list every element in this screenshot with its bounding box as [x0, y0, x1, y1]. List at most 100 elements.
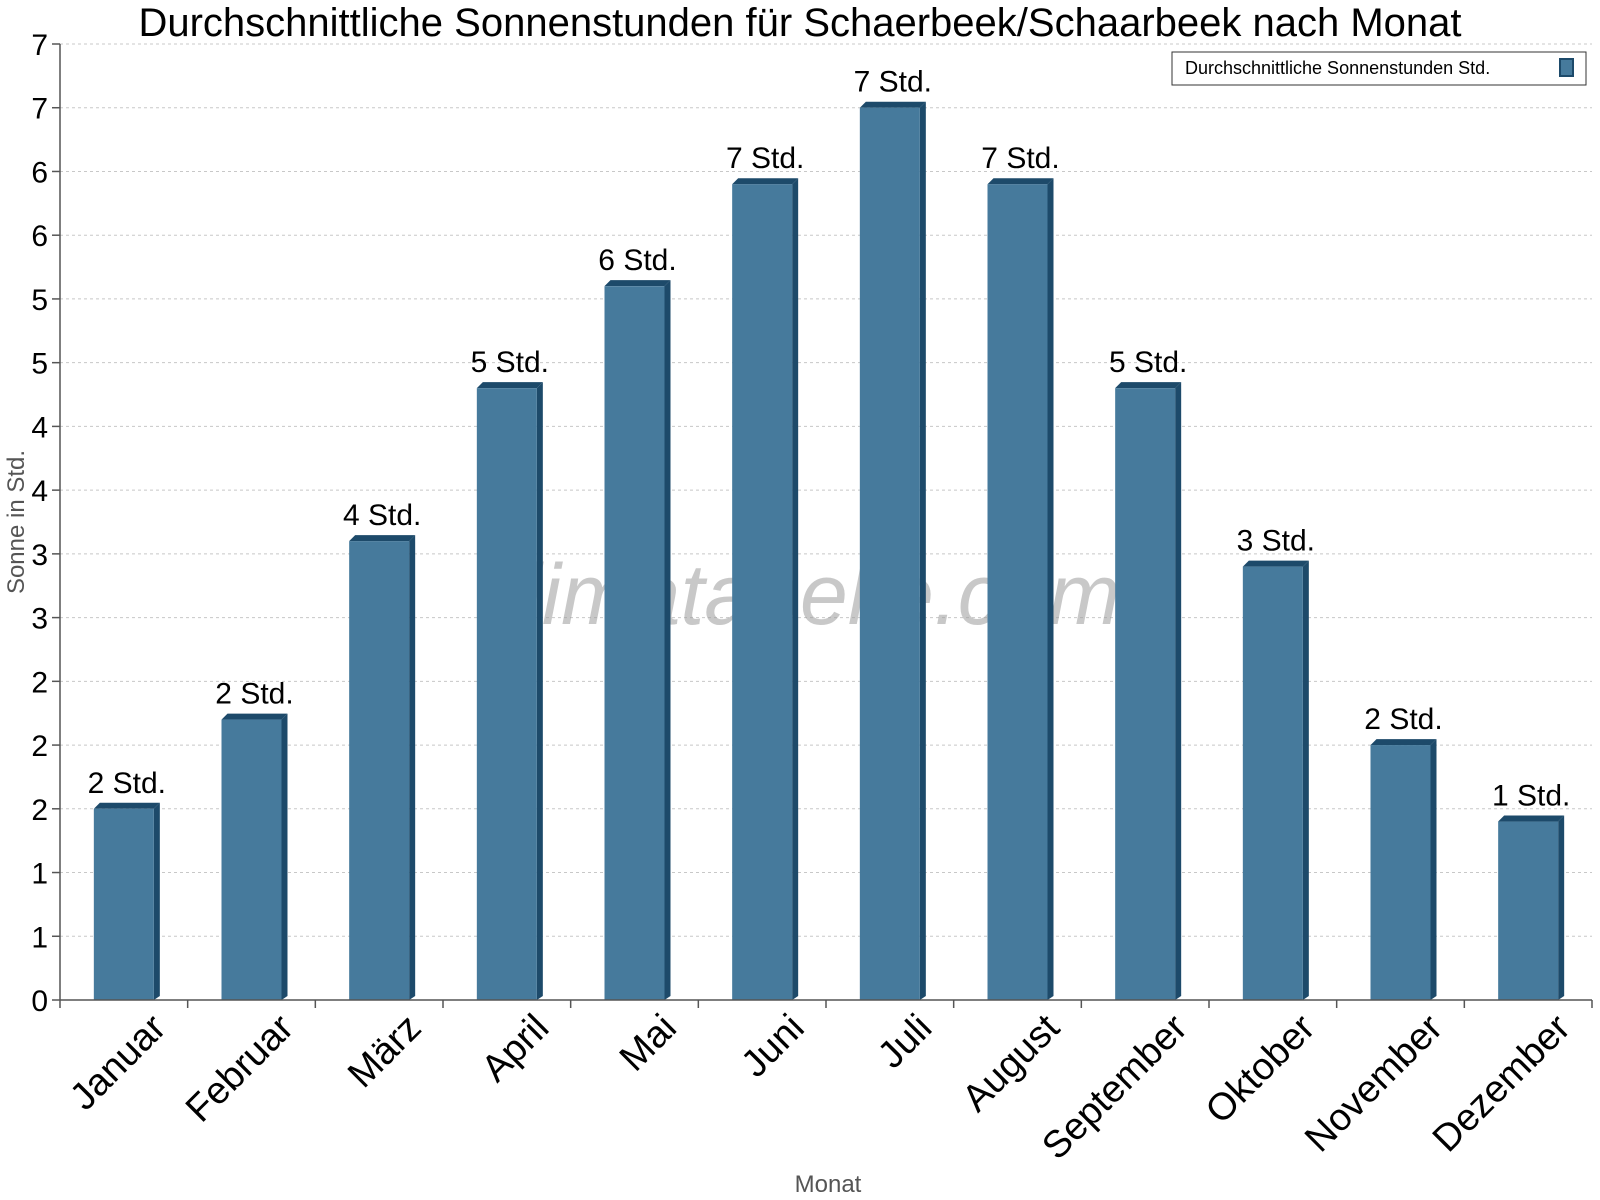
- bar: [859, 101, 926, 1000]
- bar-value-label: 2 Std.: [88, 767, 166, 800]
- y-tick-label: 5: [31, 348, 48, 381]
- bar-side: [153, 802, 160, 1000]
- bar-value-label: 7 Std.: [726, 142, 804, 175]
- y-tick-label: 1: [31, 858, 48, 891]
- y-tick-label: 4: [31, 475, 48, 508]
- bar-front: [93, 808, 154, 1000]
- gridlines: [60, 43, 1592, 937]
- bar-top: [349, 535, 416, 542]
- bar-value-label: 5 Std.: [471, 346, 549, 379]
- bar-value-label: 2 Std.: [1364, 703, 1442, 736]
- bar-front: [1498, 821, 1559, 1000]
- x-tick-label: Januar: [62, 1006, 174, 1118]
- bar-side: [919, 101, 926, 1000]
- x-tick-label: August: [955, 1006, 1069, 1120]
- bars: 2 Std. 2 Std. 4 Std. 5 Std. 6 Std. 7 Std. 7 St…: [88, 66, 1570, 1001]
- bar-front: [1242, 566, 1303, 1000]
- y-tick-label: 5: [31, 284, 48, 317]
- bar: [1498, 815, 1565, 1000]
- bar-front: [604, 286, 665, 1001]
- bar: [604, 280, 671, 1001]
- y-tick-label: 6: [31, 156, 48, 189]
- bar-side: [1430, 739, 1437, 1000]
- x-tick-label: Mai: [612, 1007, 685, 1080]
- bar-top: [987, 178, 1054, 185]
- x-tick-label: Oktober: [1198, 1006, 1324, 1132]
- y-tick-label: 7: [31, 93, 48, 126]
- y-tick-label: 2: [31, 666, 48, 699]
- y-tick-label: 2: [31, 794, 48, 827]
- y-tick-label: 7: [31, 29, 48, 62]
- bar-side: [1047, 178, 1054, 1001]
- y-tick-label: 1: [31, 921, 48, 954]
- bar-top: [859, 101, 926, 108]
- bar-value-label: 6 Std.: [598, 244, 676, 277]
- bar-side: [536, 382, 543, 1000]
- y-tick-label: 3: [31, 603, 48, 636]
- bar-front: [1370, 745, 1431, 1000]
- bar-top: [1242, 560, 1309, 567]
- bar-value-label: 7 Std.: [981, 142, 1059, 175]
- bar-top: [1498, 815, 1565, 822]
- bar-side: [1175, 382, 1182, 1000]
- bar-top: [1115, 382, 1182, 389]
- x-tick-label: Februar: [178, 1006, 302, 1130]
- bar-front: [859, 107, 920, 1000]
- x-tick-label: November: [1297, 1006, 1451, 1160]
- bar-top: [732, 178, 799, 185]
- y-axis-title: Sonne in Std.: [3, 450, 30, 594]
- bar-top: [221, 713, 288, 720]
- x-tick-label: Juni: [734, 1007, 813, 1086]
- bar-front: [987, 184, 1048, 1001]
- bar-side: [1302, 560, 1309, 1000]
- bar-value-label: 7 Std.: [854, 66, 932, 99]
- legend: Durchschnittliche Sonnenstunden Std.: [1171, 51, 1587, 86]
- x-tick-label: April: [474, 1007, 557, 1090]
- y-tick-label: 3: [31, 539, 48, 572]
- y-tick-label: 0: [31, 985, 48, 1018]
- bar: [93, 802, 160, 1000]
- bar-value-label: 1 Std.: [1492, 780, 1570, 813]
- bar-front: [349, 541, 410, 1000]
- bar: [732, 178, 799, 1001]
- y-ticks: 0 1 1 2 2 2 3 3 4 4 5 5 6 6 7 7: [31, 29, 60, 1018]
- bar: [987, 178, 1054, 1001]
- bar: [1242, 560, 1309, 1000]
- x-tick-label: Dezember: [1425, 1006, 1579, 1160]
- y-tick-label: 2: [31, 730, 48, 763]
- bar-front: [1115, 388, 1176, 1000]
- bar-value-label: 3 Std.: [1237, 525, 1315, 558]
- bar-front: [732, 184, 793, 1001]
- bar-value-label: 2 Std.: [215, 678, 293, 711]
- bar: [349, 535, 416, 1000]
- x-axis-title: Monat: [795, 1171, 862, 1198]
- bar-top: [604, 280, 671, 287]
- bar-front: [221, 719, 282, 1000]
- legend-swatch: [1559, 58, 1574, 77]
- bar: [1370, 739, 1437, 1000]
- bar-value-label: 5 Std.: [1109, 346, 1187, 379]
- legend-box: [1171, 51, 1587, 86]
- bar-side: [664, 280, 671, 1001]
- bar-top: [1370, 739, 1437, 746]
- legend-label: Durchschnittliche Sonnenstunden Std.: [1185, 58, 1490, 78]
- x-tick-label: Juli: [870, 1007, 940, 1077]
- chart-title: Durchschnittliche Sonnenstunden für Scha…: [138, 1, 1461, 45]
- y-tick-label: 6: [31, 220, 48, 253]
- bar-value-label: 4 Std.: [343, 499, 421, 532]
- bar-top: [93, 802, 160, 809]
- bar: [1115, 382, 1182, 1000]
- bar-side: [1558, 815, 1565, 1000]
- y-tick-label: 4: [31, 411, 48, 444]
- bar-front: [476, 388, 537, 1000]
- bar-top: [476, 382, 543, 389]
- x-ticks: Januar Februar März April Mai Juni Juli AugustS…: [59, 1000, 1593, 1168]
- bar-side: [792, 178, 799, 1001]
- axes: [59, 44, 1592, 1001]
- bar-side: [409, 535, 416, 1000]
- bar-side: [281, 713, 288, 1000]
- bar: [476, 382, 543, 1000]
- bar: [221, 713, 288, 1000]
- x-tick-label: März: [340, 1007, 429, 1096]
